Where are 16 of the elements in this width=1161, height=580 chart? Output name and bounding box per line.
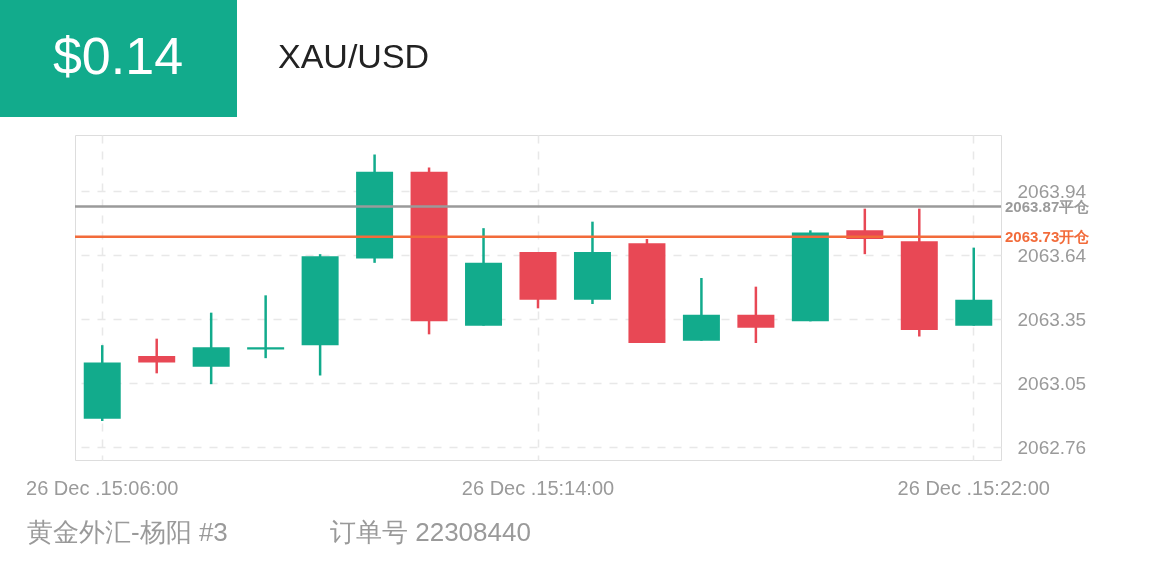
text: 订单号 22308440 [330,517,531,547]
y-tick-label: 2063.05 [1017,372,1087,394]
candlestick [737,285,775,345]
x-tick-label: 26 Dec .15:06:00 [26,476,179,499]
chart-title: XAU/USD [278,37,430,75]
candlestick [247,294,285,360]
text: $0.14 [52,27,184,85]
x-tick-label: 26 Dec .15:22:00 [897,476,1050,499]
y-tick-label: 2062.76 [1017,436,1087,458]
y-tick-label: 2063.64 [1017,244,1087,266]
text: 黄金外汇-杨阳 #3 [27,517,228,547]
candlestick [138,337,176,375]
ref-line-label: 2063.87平仓 [1005,197,1091,215]
x-tick-label: 26 Dec .15:14:00 [461,476,615,499]
ref-line-label: 2063.73开仓 [1005,227,1091,245]
y-tick-label: 2063.35 [1017,308,1087,330]
